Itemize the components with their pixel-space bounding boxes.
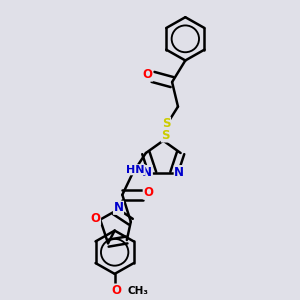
Text: O: O [91,212,100,225]
Text: N: N [113,201,124,214]
Text: S: S [162,117,170,130]
Text: O: O [142,68,153,81]
Text: O: O [143,186,153,199]
Text: O: O [111,284,121,297]
Text: N: N [142,166,152,178]
Text: HN: HN [126,165,145,175]
Text: S: S [161,129,170,142]
Text: CH₃: CH₃ [127,286,148,296]
Text: N: N [174,166,184,178]
